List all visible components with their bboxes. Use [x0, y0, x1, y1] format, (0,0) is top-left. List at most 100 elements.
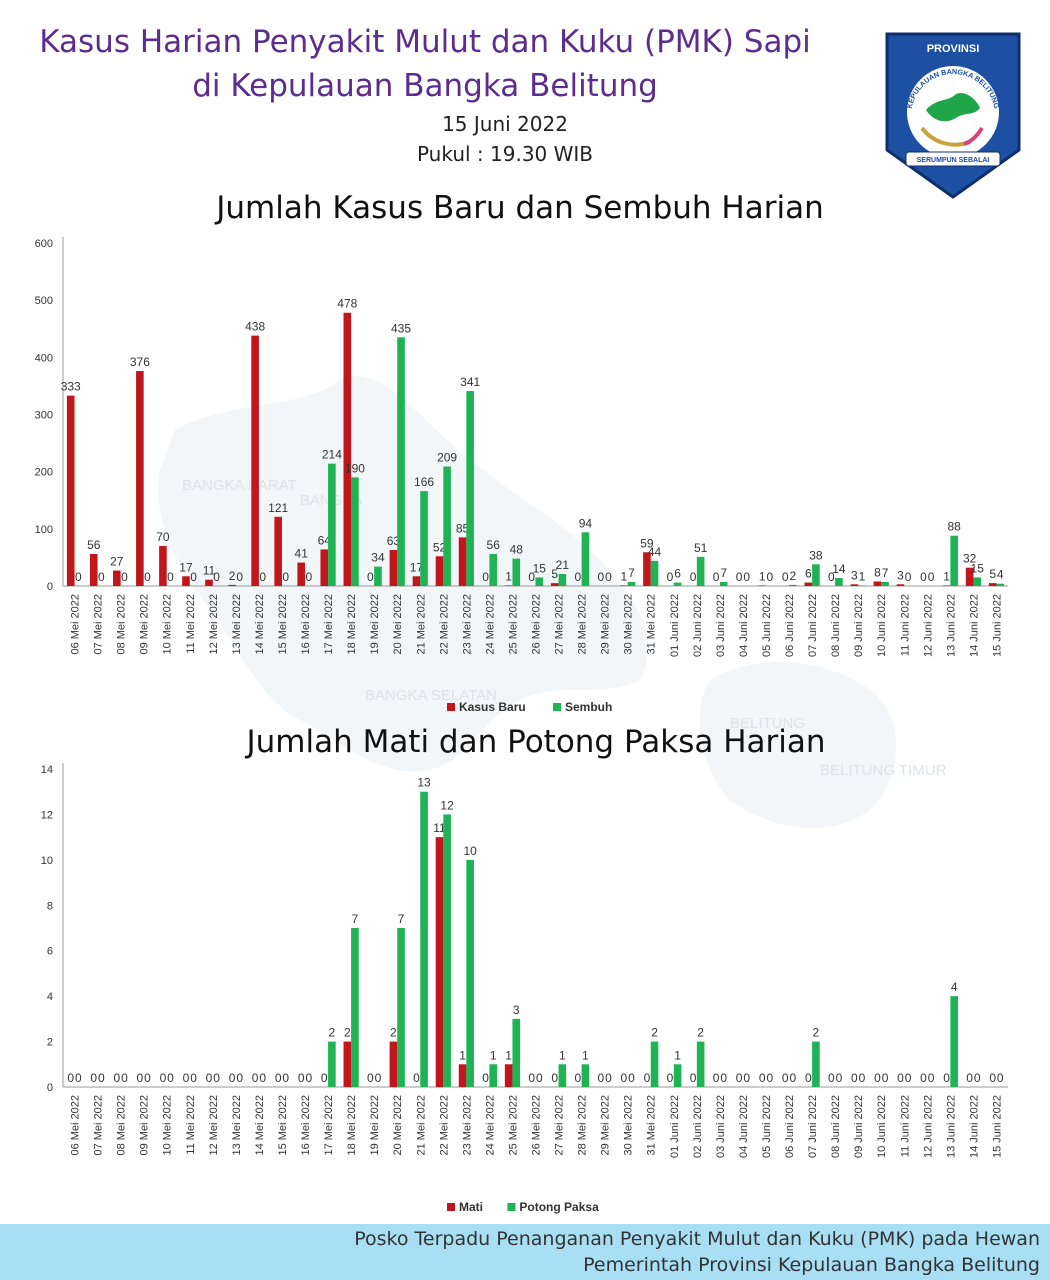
data-label: 1	[943, 569, 950, 583]
x-tick-label: 05 Juni 2022	[761, 1095, 773, 1158]
chart2-title: Jumlah Mati dan Potong Paksa Harian	[246, 724, 826, 760]
data-label: 0	[789, 1071, 796, 1085]
data-label: 2	[390, 1026, 397, 1040]
data-label: 2	[329, 1026, 336, 1040]
data-label: 0	[828, 570, 835, 584]
x-tick-label: 07 Juni 2022	[807, 1095, 819, 1158]
x-tick-label: 11 Mei 2022	[185, 1095, 197, 1155]
data-label: 0	[305, 1071, 312, 1085]
bar-potong-paksa	[696, 1041, 705, 1087]
report-time: Pukul : 19.30 WIB	[416, 142, 594, 166]
bar-sembuh	[996, 583, 1005, 586]
x-tick-label: 12 Juni 2022	[922, 1095, 934, 1158]
data-label: 2	[813, 1026, 820, 1040]
data-label: 0	[183, 1071, 190, 1085]
data-label: 34	[371, 551, 385, 565]
x-tick-label: 26 Mei 2022	[531, 1095, 543, 1156]
legend-label: Kasus Baru	[459, 700, 526, 714]
data-label: 0	[782, 570, 789, 584]
data-label: 0	[98, 1071, 105, 1085]
data-label: 0	[190, 1071, 197, 1085]
data-label: 6	[805, 567, 812, 581]
data-label: 0	[229, 1071, 236, 1085]
bar-sembuh	[650, 560, 659, 586]
x-tick-label: 12 Mei 2022	[208, 1095, 220, 1156]
bar-kasus-baru	[228, 584, 236, 586]
bar-mati	[343, 1041, 352, 1087]
data-label: 88	[948, 520, 962, 534]
data-label: 0	[137, 1071, 144, 1085]
bar-sembuh	[581, 532, 590, 586]
data-label: 166	[414, 475, 434, 489]
data-label: 48	[510, 543, 524, 557]
x-tick-label: 17 Mei 2022	[323, 1095, 335, 1156]
data-label: 32	[963, 552, 977, 566]
data-label: 0	[974, 1071, 981, 1085]
data-label: 7	[352, 912, 359, 926]
data-label: 438	[245, 320, 265, 334]
x-tick-label: 23 Mei 2022	[461, 594, 473, 655]
x-tick-label: 11 Juni 2022	[899, 1095, 911, 1157]
data-label: 0	[928, 570, 935, 584]
data-label: 0	[144, 1071, 151, 1085]
x-tick-label: 19 Mei 2022	[369, 1095, 381, 1156]
data-label: 10	[463, 844, 477, 858]
x-tick-label: 07 Mei 2022	[93, 1095, 105, 1156]
data-label: 2	[229, 569, 236, 583]
data-label: 63	[387, 534, 401, 548]
x-tick-label: 17 Mei 2022	[323, 594, 335, 655]
y-tick-label: 4	[47, 991, 53, 1003]
y-tick-label: 600	[35, 238, 53, 250]
x-tick-label: 15 Juni 2022	[991, 594, 1003, 657]
data-label: 0	[375, 1071, 382, 1085]
x-tick-label: 21 Mei 2022	[415, 594, 427, 655]
x-tick-label: 13 Mei 2022	[231, 594, 243, 655]
data-label: 51	[694, 541, 708, 555]
data-label: 1	[459, 1048, 466, 1062]
legend-swatch	[447, 703, 455, 711]
x-tick-label: 19 Mei 2022	[369, 594, 381, 655]
x-tick-label: 09 Juni 2022	[853, 1095, 865, 1158]
data-label: 2	[789, 569, 796, 583]
data-label: 0	[236, 1071, 243, 1085]
data-label: 27	[110, 555, 124, 569]
bar-sembuh	[328, 463, 336, 586]
data-label: 0	[482, 570, 489, 584]
province-emblem-logo: PROVINSI KEPULAUAN BANGKA BELITUNG SERUM…	[885, 32, 1021, 199]
data-label: 333	[61, 380, 81, 394]
data-label: 341	[460, 375, 480, 389]
x-tick-label: 25 Mei 2022	[507, 594, 519, 655]
data-label: 0	[628, 1071, 635, 1085]
x-tick-label: 07 Mei 2022	[93, 594, 105, 655]
data-label: 64	[318, 533, 332, 547]
data-label: 0	[621, 1071, 628, 1085]
x-tick-label: 28 Mei 2022	[577, 1095, 589, 1156]
bar-potong-paksa	[443, 814, 451, 1087]
data-label: 0	[828, 1071, 835, 1085]
footer-bar: Posko Terpadu Penanganan Penyakit Mulut …	[0, 1224, 1050, 1280]
data-label: 0	[713, 570, 720, 584]
data-label: 0	[75, 1071, 82, 1085]
x-tick-label: 25 Mei 2022	[507, 1095, 519, 1156]
bar-kasus-baru	[89, 553, 98, 586]
x-tick-label: 16 Mei 2022	[300, 594, 312, 655]
bar-sembuh	[858, 585, 866, 586]
bar-kasus-baru	[113, 570, 121, 586]
bar-mati	[389, 1041, 398, 1087]
data-label: 0	[989, 1071, 996, 1085]
x-tick-label: 22 Mei 2022	[438, 594, 450, 655]
x-tick-label: 08 Mei 2022	[116, 594, 128, 655]
data-label: 2	[651, 1026, 658, 1040]
data-label: 41	[295, 547, 309, 561]
legend-swatch	[447, 1203, 455, 1211]
x-tick-label: 29 Mei 2022	[600, 1095, 612, 1156]
data-label: 0	[836, 1071, 843, 1085]
bar-kasus-baru	[320, 549, 329, 586]
data-label: 12	[440, 798, 454, 812]
data-label: 0	[743, 1071, 750, 1085]
data-label: 0	[282, 1071, 289, 1085]
data-label: 1	[621, 569, 628, 583]
data-label: 209	[437, 451, 457, 465]
bar-kasus-baru	[643, 552, 651, 586]
